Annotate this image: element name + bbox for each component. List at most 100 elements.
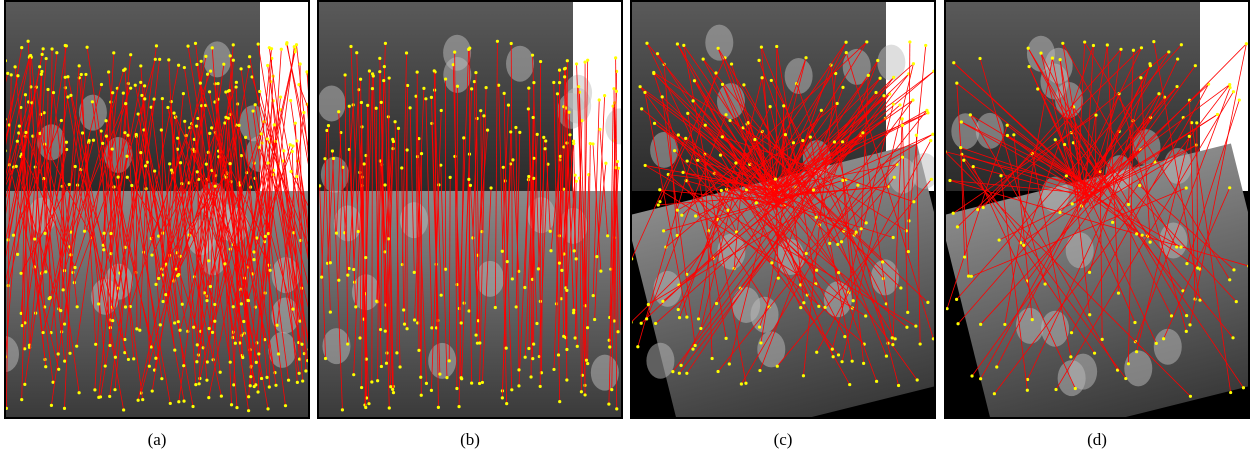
- match-line: [291, 151, 300, 343]
- keypoint: [834, 71, 838, 76]
- keypoint: [328, 310, 332, 314]
- match-line: [141, 95, 176, 351]
- match-line: [596, 163, 607, 257]
- keypoint: [62, 322, 67, 326]
- keypoint: [861, 131, 865, 135]
- keypoint: [710, 356, 714, 361]
- keypoint: [419, 393, 423, 397]
- match-line: [960, 147, 965, 258]
- match-line: [785, 134, 805, 303]
- match-line: [722, 136, 779, 192]
- keypoint: [126, 357, 131, 362]
- match-line: [459, 49, 470, 309]
- keypoint: [565, 378, 569, 382]
- match-line: [960, 147, 1097, 195]
- match-line: [1071, 83, 1209, 333]
- keypoint: [720, 82, 725, 86]
- match-line: [961, 121, 1101, 192]
- match-line: [759, 87, 844, 328]
- keypoint: [154, 44, 159, 48]
- keypoint: [61, 288, 65, 292]
- match-line: [5, 55, 31, 182]
- keypoint: [727, 362, 731, 366]
- keypoint: [44, 56, 48, 61]
- keypoint: [830, 347, 834, 351]
- keypoint: [501, 165, 505, 169]
- flower: [1041, 310, 1070, 347]
- keypoint: [574, 257, 578, 261]
- match-line: [538, 164, 549, 357]
- keypoint: [288, 143, 292, 147]
- keypoint: [33, 237, 37, 241]
- flower: [590, 354, 619, 391]
- keypoint: [375, 299, 379, 303]
- keypoint: [1092, 351, 1097, 355]
- keypoint: [718, 153, 723, 157]
- keypoint: [882, 94, 886, 98]
- keypoint: [509, 130, 513, 134]
- match-line: [177, 138, 226, 264]
- match-line: [1027, 48, 1187, 316]
- keypoint: [20, 46, 24, 50]
- keypoint: [182, 399, 186, 403]
- keypoint: [84, 72, 88, 77]
- keypoint: [168, 162, 172, 166]
- keypoint: [79, 72, 83, 77]
- keypoint: [509, 41, 513, 46]
- match-line: [228, 90, 252, 367]
- match-line: [249, 46, 295, 386]
- match-line: [229, 163, 255, 387]
- keypoint: [907, 219, 911, 223]
- match-line: [204, 121, 265, 293]
- keypoint: [562, 67, 567, 71]
- keypoint: [981, 205, 985, 210]
- keypoint: [864, 314, 868, 318]
- keypoint: [453, 154, 457, 159]
- match-line: [754, 139, 780, 184]
- keypoint: [817, 304, 821, 308]
- keypoint: [599, 269, 603, 273]
- match-line: [5, 57, 30, 145]
- keypoint: [467, 177, 471, 181]
- keypoint: [607, 402, 611, 406]
- keypoint: [768, 104, 772, 109]
- keypoint: [734, 161, 738, 165]
- keypoint: [56, 352, 60, 356]
- keypoint: [108, 394, 112, 399]
- match-line: [158, 183, 183, 237]
- keypoint: [429, 95, 434, 99]
- keypoint: [177, 63, 181, 67]
- keypoint: [205, 299, 209, 303]
- keypoint: [579, 390, 584, 394]
- match-line: [610, 106, 614, 270]
- match-line: [1023, 45, 1094, 246]
- match-line: [771, 132, 864, 209]
- keypoint: [152, 97, 156, 101]
- match-line: [685, 138, 766, 196]
- match-line: [105, 136, 152, 348]
- flower: [877, 44, 906, 81]
- keypoint: [451, 63, 455, 67]
- keypoint: [900, 123, 905, 127]
- keypoint: [447, 359, 451, 363]
- match-line: [558, 146, 565, 355]
- match-line: [73, 135, 129, 283]
- keypoint: [265, 137, 269, 141]
- match-line: [677, 140, 803, 211]
- keypoint: [968, 113, 972, 117]
- match-line: [319, 185, 326, 359]
- match-line: [92, 101, 126, 353]
- keypoint: [64, 44, 68, 48]
- keypoint: [614, 89, 619, 93]
- keypoint: [304, 369, 308, 373]
- keypoint: [101, 141, 105, 145]
- match-line: [639, 86, 839, 356]
- keypoint: [234, 85, 238, 89]
- keypoint: [104, 119, 108, 123]
- keypoint: [244, 135, 248, 139]
- keypoint: [742, 83, 746, 87]
- keypoint: [1157, 92, 1161, 96]
- match-line: [781, 140, 804, 194]
- keypoint: [835, 101, 839, 106]
- match-line: [286, 44, 309, 152]
